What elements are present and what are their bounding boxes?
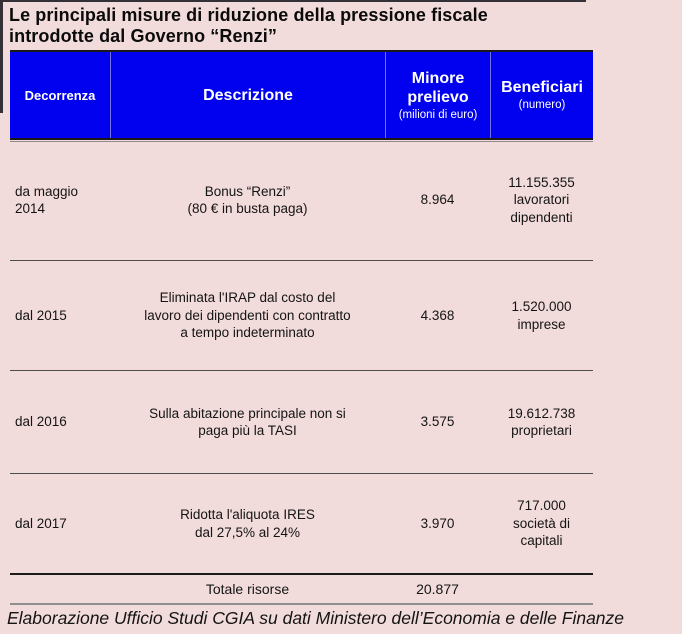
cell-descrizione: Bonus “Renzi” (80 € in busta paga)	[187, 183, 308, 217]
top-border-line	[0, 0, 586, 2]
total-spacer	[490, 575, 593, 603]
cell-beneficiari: 19.612.738 proprietari	[507, 405, 576, 439]
column-header-label: Minore prelievo	[407, 69, 469, 106]
table-row: dal 2017 Ridotta l'aliquota IRES dal 27,…	[10, 474, 593, 573]
column-header-label: Beneficiari	[501, 79, 583, 96]
column-header-unit: (numero)	[518, 99, 566, 111]
cell-descrizione: Eliminata l'IRAP dal costo del lavoro de…	[144, 290, 351, 341]
column-header-minore-prelievo: Minore prelievo (milioni di euro)	[385, 52, 490, 138]
cell-decorrenza: dal 2016	[15, 414, 67, 430]
column-header-decorrenza: Decorrenza	[10, 52, 110, 138]
header-shadow-line	[10, 141, 593, 142]
cell-descrizione: Sulla abitazione principale non si paga …	[149, 405, 346, 439]
table-row: da maggio 2014 Bonus “Renzi” (80 € in bu…	[10, 140, 593, 261]
fiscal-table: Decorrenza Descrizione Minore prelievo (…	[10, 50, 593, 605]
cell-minore-prelievo: 3.970	[420, 515, 455, 531]
cell-decorrenza: dal 2015	[15, 307, 67, 323]
cell-decorrenza: dal 2017	[15, 515, 67, 531]
total-row: Totale risorse 20.877	[10, 573, 593, 605]
table-header-row: Decorrenza Descrizione Minore prelievo (…	[10, 50, 593, 140]
cell-beneficiari: 717.000 società di capitali	[512, 498, 571, 549]
column-header-descrizione: Descrizione	[110, 52, 385, 138]
column-header-unit: (milioni di euro)	[398, 108, 478, 121]
source-note: Elaborazione Ufficio Studi CGIA su dati …	[7, 608, 625, 628]
cell-descrizione: Ridotta l'aliquota IRES dal 27,5% al 24%	[180, 507, 315, 540]
table-row: dal 2016 Sulla abitazione principale non…	[10, 371, 593, 474]
column-header-label: Descrizione	[203, 86, 293, 104]
cell-beneficiari: 11.155.355 lavoratori dipendenti	[508, 174, 575, 225]
table-body: da maggio 2014 Bonus “Renzi” (80 € in bu…	[10, 140, 593, 573]
cell-beneficiari: 1.520.000 imprese	[511, 299, 572, 332]
table-row: dal 2015 Eliminata l'IRAP dal costo del …	[10, 261, 593, 371]
cell-decorrenza: da maggio 2014	[15, 183, 79, 217]
left-border-line	[0, 0, 3, 113]
column-header-beneficiari: Beneficiari (numero)	[490, 52, 593, 138]
column-header-label: Decorrenza	[24, 87, 96, 103]
cell-minore-prelievo: 4.368	[420, 307, 455, 323]
total-spacer	[10, 575, 110, 603]
total-value: 20.877	[416, 581, 459, 597]
cell-minore-prelievo: 8.964	[420, 192, 455, 208]
cell-minore-prelievo: 3.575	[420, 414, 455, 430]
page-title: Le principali misure di riduzione della …	[9, 5, 488, 46]
total-label: Totale risorse	[205, 581, 290, 597]
